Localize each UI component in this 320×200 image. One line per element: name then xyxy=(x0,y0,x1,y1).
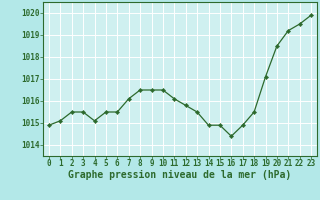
X-axis label: Graphe pression niveau de la mer (hPa): Graphe pression niveau de la mer (hPa) xyxy=(68,170,292,180)
